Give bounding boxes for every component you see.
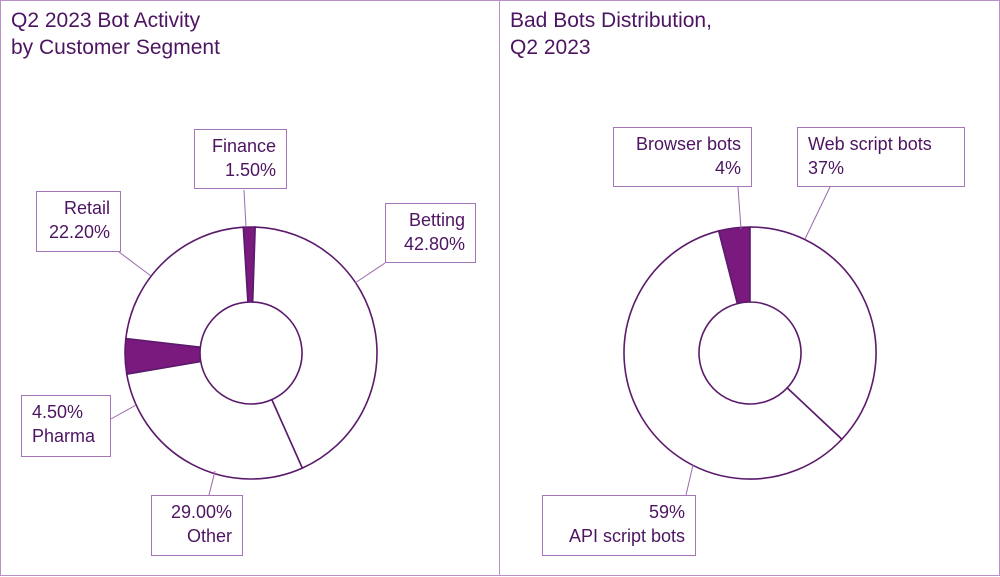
data-label-retail-name: Retail [63,198,110,218]
chart-title-line-1: Q2 2023 Bot Activity [11,9,201,32]
data-label-browser-bots-value: 4% [714,158,741,178]
donut-slice-retail [124,226,249,349]
chart-panel-bad-bots: Bad Bots Distribution, Q2 2023 Browser b… [500,1,999,575]
data-label-browser-bots: Browser bots 4% [613,127,752,187]
chart-title-bad-bots: Bad Bots Distribution, Q2 2023 [510,7,712,61]
leader-line-retail [118,251,152,277]
data-label-pharma: 4.50% Pharma [21,395,111,457]
leader-line-web-script-bots [804,186,831,240]
leader-line-finance [243,189,247,228]
chart-title-line-2: by Customer Segment [11,36,220,59]
data-label-api-script-bots: 59% API script bots [542,495,696,556]
donut-chart-bad-bots [623,186,877,496]
data-label-other: 29.00% Other [151,495,243,556]
donut-slice-web-script-bots [749,226,877,441]
data-label-retail-value: 22.20% [48,222,110,242]
leader-line-pharma [110,404,137,420]
leader-line-api-script-bots [685,464,694,496]
data-label-pharma-value: 4.50% [32,402,84,422]
donut-chart-segments [110,189,386,496]
data-label-retail: Retail 22.20% [36,191,121,252]
data-label-web-script-bots-name: Web script bots [808,134,932,154]
data-label-api-script-bots-value: 59% [648,502,685,522]
leader-line-other [208,470,216,496]
leader-line-browser-bots [737,186,742,230]
data-label-finance-name: Finance [211,136,276,156]
data-label-betting: Betting 42.80% [385,203,476,263]
chart-title-segments: Q2 2023 Bot Activity by Customer Segment [11,7,220,61]
donut-slice-betting [251,226,378,470]
data-label-betting-value: 42.80% [403,234,465,254]
data-label-finance-value: 1.50% [224,160,276,180]
data-label-web-script-bots: Web script bots 37% [797,127,965,187]
data-label-other-value: 29.00% [170,502,232,522]
chart-panel-segments: Q2 2023 Bot Activity by Customer Segment… [1,1,500,575]
leader-line-betting [354,262,386,284]
data-label-pharma-name: Pharma [32,426,96,446]
data-label-finance: Finance 1.50% [194,129,287,189]
data-label-other-name: Other [186,526,232,546]
chart-title-line-1: Bad Bots Distribution, [510,9,712,32]
chart-title-line-2: Q2 2023 [510,36,591,59]
donut-slice-api-script-bots [623,229,843,480]
data-label-betting-name: Betting [408,210,465,230]
data-label-api-script-bots-name: API script bots [568,526,685,546]
data-label-browser-bots-name: Browser bots [635,134,741,154]
data-label-web-script-bots-value: 37% [808,158,845,178]
donut-slice-other [125,360,304,480]
